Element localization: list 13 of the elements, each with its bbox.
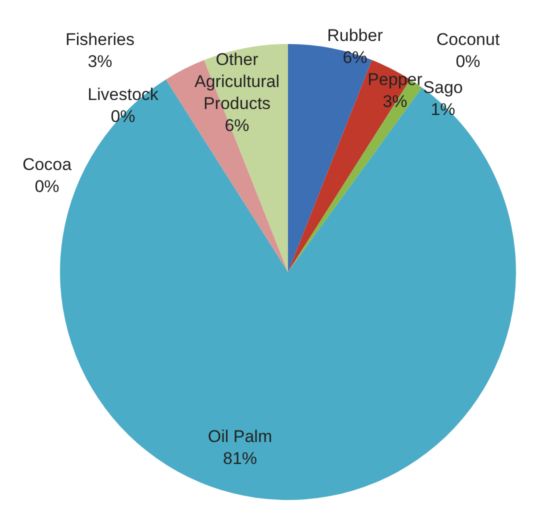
data-label: 81% <box>222 449 258 468</box>
data-label: 6% <box>224 116 250 135</box>
slice-label: Other Agricultural Products <box>194 50 280 113</box>
slice-label: Fisheries <box>66 30 134 49</box>
slice-label: Oil Palm <box>208 427 272 446</box>
category-label: Cocoa <box>22 155 72 174</box>
data-label: 6% <box>342 48 368 67</box>
text: 0% <box>456 52 480 71</box>
text: 0% <box>34 177 60 196</box>
category-label: Coconut <box>436 30 500 49</box>
data-label: 3% <box>88 52 112 71</box>
slice-label: Sago <box>423 78 463 97</box>
slice-label: Rubber <box>327 26 384 45</box>
